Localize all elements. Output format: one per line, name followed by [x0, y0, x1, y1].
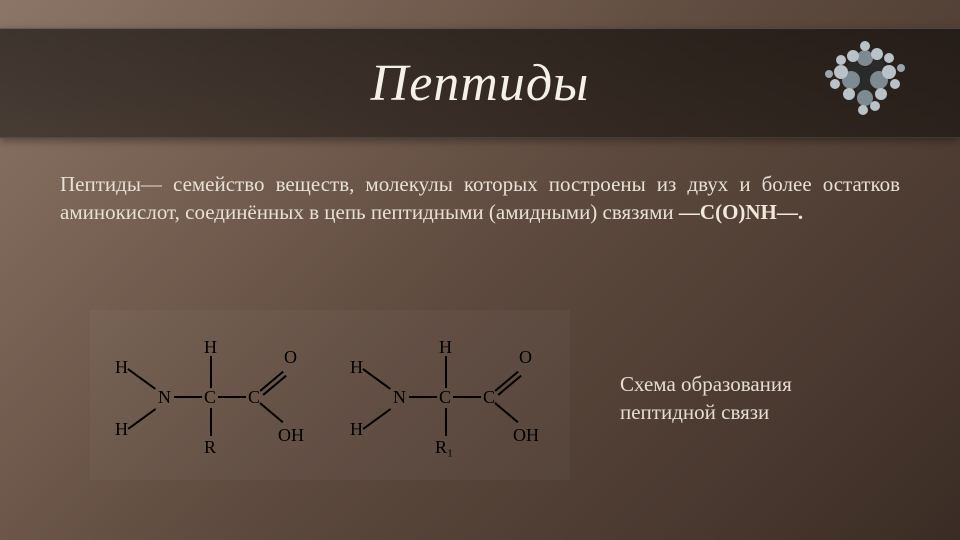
diagram-caption: Схема образования пептидной связи	[620, 370, 900, 427]
atom-O: O	[284, 348, 297, 366]
bond	[363, 408, 391, 429]
bond	[210, 356, 212, 388]
protein-svg	[805, 28, 925, 138]
atom-C: C	[248, 388, 260, 406]
atom-O: O	[519, 348, 532, 366]
atom-N: N	[158, 388, 171, 406]
bond	[210, 408, 212, 436]
atom-H: H	[350, 420, 363, 438]
bond	[409, 396, 437, 398]
caption-line1: Схема образования	[620, 370, 900, 398]
atom-N: N	[393, 388, 406, 406]
atom-OH: OH	[278, 426, 304, 444]
atom-H: H	[350, 358, 363, 376]
bond	[174, 396, 202, 398]
atom-R: R	[204, 438, 216, 456]
bond	[218, 396, 246, 398]
body-highlight: —C(O)NH—.	[679, 200, 803, 224]
bond	[260, 402, 284, 422]
protein-illustration	[800, 28, 930, 138]
slide-root: Пептиды	[0, 0, 960, 540]
bond	[128, 408, 156, 429]
chem-structure: H H N C H R C O OH H H N	[100, 320, 560, 470]
bond	[445, 356, 447, 388]
atom-H: H	[439, 338, 452, 356]
atom-C: C	[204, 388, 216, 406]
bond	[128, 368, 156, 389]
atom-H: H	[204, 338, 217, 356]
chem-diagram: H H N C H R C O OH H H N	[90, 310, 570, 480]
caption-line2: пептидной связи	[620, 398, 900, 426]
atom-R1: R₁	[435, 438, 453, 456]
body-paragraph: Пептиды— семейство веществ, молекулы кот…	[60, 170, 900, 227]
bond	[453, 396, 481, 398]
atom-OH: OH	[513, 426, 539, 444]
atom-C: C	[439, 388, 451, 406]
slide-title: Пептиды	[371, 54, 590, 113]
bond	[445, 408, 447, 436]
atom-C: C	[483, 388, 495, 406]
atom-H: H	[115, 358, 128, 376]
bond	[495, 402, 519, 422]
atom-H: H	[115, 420, 128, 438]
bond	[363, 368, 391, 389]
